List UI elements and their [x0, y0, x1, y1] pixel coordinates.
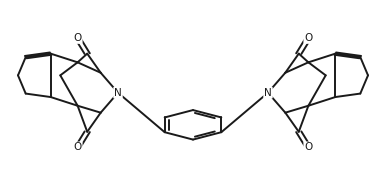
- Text: O: O: [73, 142, 82, 152]
- Text: N: N: [114, 88, 122, 98]
- Text: O: O: [73, 33, 82, 43]
- Text: O: O: [304, 142, 313, 152]
- Text: N: N: [264, 88, 272, 98]
- Text: O: O: [304, 33, 313, 43]
